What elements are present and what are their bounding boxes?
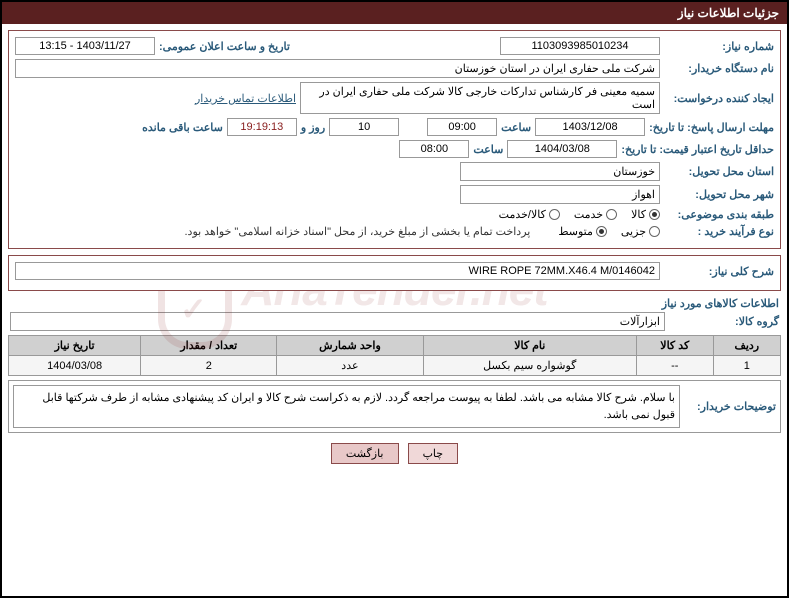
radio-small-label: جزیی: [621, 225, 646, 238]
days-label: روز و: [301, 121, 325, 134]
process-label: نوع فرآیند خرید :: [664, 225, 774, 238]
province-label: استان محل تحویل:: [664, 165, 774, 178]
requester-value: سمیه معینی فر کارشناس تدارکات خارجی کالا…: [300, 82, 660, 114]
footer: چاپ بازگشت: [2, 437, 787, 470]
countdown-value: 19:19:13: [227, 118, 297, 136]
description-section: شرح کلی نیاز: WIRE ROPE 72MM.X46.4 M/014…: [8, 255, 781, 291]
radio-both-label: کالا/خدمت: [499, 208, 546, 221]
remaining-label: ساعت باقی مانده: [142, 121, 223, 134]
city-value: اهواز: [460, 185, 660, 204]
payment-note: پرداخت تمام یا بخشی از مبلغ خرید، از محل…: [185, 225, 531, 238]
table-header: تعداد / مقدار: [141, 336, 277, 356]
print-button[interactable]: چاپ: [408, 443, 459, 464]
city-label: شهر محل تحویل:: [664, 188, 774, 201]
radio-kala-label: کالا: [631, 208, 646, 221]
radio-khedmat[interactable]: [606, 209, 617, 220]
items-table: ردیفکد کالانام کالاواحد شمارشتعداد / مقد…: [8, 335, 781, 376]
desc-value: WIRE ROPE 72MM.X46.4 M/0146042: [15, 262, 660, 280]
desc-label: شرح کلی نیاز:: [664, 265, 774, 278]
table-cell: --: [637, 356, 714, 376]
table-header: نام کالا: [423, 336, 636, 356]
radio-both[interactable]: [549, 209, 560, 220]
category-label: طبقه بندی موضوعی:: [664, 208, 774, 221]
category-radio-group: کالا خدمت کالا/خدمت: [499, 208, 660, 221]
main-info-section: شماره نیاز: 1103093985010234 تاریخ و ساع…: [8, 30, 781, 249]
buyer-notes-box: توضیحات خریدار: با سلام. شرح کالا مشابه …: [8, 380, 781, 433]
deadline-label: مهلت ارسال پاسخ: تا تاریخ:: [649, 121, 774, 134]
buyer-label: نام دستگاه خریدار:: [664, 62, 774, 75]
radio-khedmat-label: خدمت: [574, 208, 603, 221]
process-radio-group: جزیی متوسط: [558, 225, 660, 238]
buyer-notes-text: با سلام. شرح کالا مشابه می باشد. لطفا به…: [13, 385, 680, 428]
deadline-date: 1403/12/08: [535, 118, 645, 136]
table-cell: 2: [141, 356, 277, 376]
page-header: جزئیات اطلاعات نیاز: [2, 2, 787, 24]
buyer-notes-label: توضیحات خریدار:: [686, 400, 776, 413]
validity-date: 1404/03/08: [507, 140, 617, 158]
province-value: خوزستان: [460, 162, 660, 181]
need-number-value: 1103093985010234: [500, 37, 660, 55]
radio-kala[interactable]: [649, 209, 660, 220]
announce-value: 1403/11/27 - 13:15: [15, 37, 155, 55]
requester-label: ایجاد کننده درخواست:: [664, 92, 774, 105]
items-header: اطلاعات کالاهای مورد نیاز: [10, 297, 779, 310]
table-cell: گوشواره سیم بکسل: [423, 356, 636, 376]
radio-small[interactable]: [649, 226, 660, 237]
table-header: تاریخ نیاز: [9, 336, 141, 356]
radio-medium-label: متوسط: [558, 225, 593, 238]
table-cell: 1: [713, 356, 780, 376]
contact-link[interactable]: اطلاعات تماس خریدار: [195, 92, 296, 105]
radio-medium[interactable]: [596, 226, 607, 237]
validity-label: حداقل تاریخ اعتبار قیمت: تا تاریخ:: [621, 143, 774, 156]
validity-time: 08:00: [399, 140, 469, 158]
table-cell: 1404/03/08: [9, 356, 141, 376]
deadline-time: 09:00: [427, 118, 497, 136]
need-number-label: شماره نیاز:: [664, 40, 774, 53]
time-label-1: ساعت: [501, 121, 531, 134]
table-header: کد کالا: [637, 336, 714, 356]
back-button[interactable]: بازگشت: [331, 443, 399, 464]
buyer-value: شرکت ملی حفاری ایران در استان خوزستان: [15, 59, 660, 78]
group-value: ابزارآلات: [10, 312, 665, 331]
days-value: 10: [329, 118, 399, 136]
time-label-2: ساعت: [473, 143, 503, 156]
table-header: واحد شمارش: [277, 336, 423, 356]
group-label: گروه کالا:: [669, 315, 779, 328]
table-header: ردیف: [713, 336, 780, 356]
announce-label: تاریخ و ساعت اعلان عمومی:: [159, 40, 290, 53]
table-cell: عدد: [277, 356, 423, 376]
table-row: 1--گوشواره سیم بکسلعدد21404/03/08: [9, 356, 781, 376]
